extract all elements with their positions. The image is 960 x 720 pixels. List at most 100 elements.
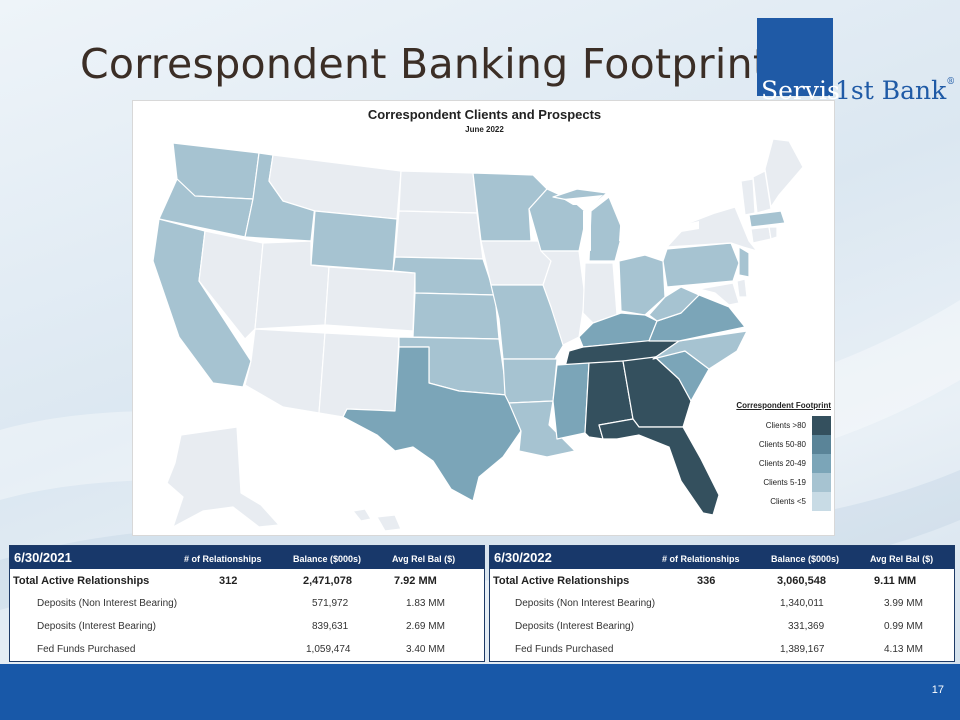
legend-swatch: [812, 435, 831, 454]
footer-bar: 17: [0, 664, 960, 720]
state-md: [698, 282, 740, 306]
legend-swatch: [812, 473, 831, 492]
table-row: Deposits (Non Interest Bearing) 1,340,01…: [490, 592, 954, 615]
row-label: Deposits (Interest Bearing): [37, 621, 156, 632]
legend-item: Clients 50-80: [721, 435, 831, 454]
state-ct: [750, 226, 772, 244]
state-mi: [588, 196, 624, 262]
col-relationships: # of Relationships: [662, 554, 740, 564]
state-ak: [166, 426, 280, 528]
state-ny: [666, 206, 758, 252]
table-header: 6/30/2021 # of Relationships Balance ($0…: [10, 546, 484, 569]
state-az: [244, 328, 326, 414]
state-hi: [352, 508, 402, 532]
state-wv: [648, 286, 700, 322]
row-label: Total Active Relationships: [13, 575, 150, 587]
logo-box: [757, 18, 833, 96]
us-map: [152, 138, 804, 532]
state-ms: [552, 362, 590, 440]
legend-label: Clients 5-19: [763, 478, 806, 487]
legend-swatch: [812, 454, 831, 473]
state-me: [764, 138, 804, 208]
map-panel: Correspondent Clients and Prospects June…: [132, 100, 835, 536]
page-number: 17: [931, 684, 944, 696]
servisfirst-logo: Servis 1st Bank®: [757, 18, 957, 103]
state-nj: [738, 246, 750, 278]
great-lakes: [563, 195, 699, 255]
legend-label: Clients 50-80: [758, 440, 806, 449]
table-row: Deposits (Interest Bearing) 331,369 0.99…: [490, 615, 954, 638]
legend-swatch: [812, 492, 831, 511]
state-vt: [740, 178, 756, 216]
cell-balance: 2,471,078: [303, 575, 352, 587]
state-la: [508, 400, 576, 458]
legend-label: Clients <5: [770, 497, 806, 506]
map-subtitle: June 2022: [465, 125, 504, 134]
state-de: [736, 278, 748, 298]
state-in: [582, 262, 618, 324]
table-2022: 6/30/2022 # of Relationships Balance ($0…: [489, 545, 955, 662]
cell-relationships: 336: [697, 575, 716, 587]
state-pa: [662, 242, 740, 288]
legend-item: Clients >80: [721, 416, 831, 435]
cell-relationships: 312: [219, 575, 238, 587]
table-date: 6/30/2022: [494, 550, 552, 565]
table-row: Deposits (Non Interest Bearing) 571,972 …: [10, 592, 484, 615]
state-ks: [412, 292, 500, 340]
cell-avg: 3.99 MM: [884, 598, 923, 609]
cell-balance: 331,369: [788, 621, 825, 632]
state-ri: [768, 226, 778, 240]
cell-balance: 571,972: [312, 598, 349, 609]
cell-avg: 7.92 MM: [394, 575, 437, 587]
cell-avg: 2.69 MM: [406, 621, 445, 632]
state-nd: [398, 170, 478, 214]
cell-balance: 1,340,011: [780, 598, 824, 609]
table-header: 6/30/2022 # of Relationships Balance ($0…: [490, 546, 954, 569]
map-title: Correspondent Clients and Prospects: [367, 107, 602, 122]
col-avg: Avg Rel Bal ($): [392, 554, 456, 564]
table-row: Total Active Relationships 336 3,060,548…: [490, 569, 954, 592]
cell-balance: 3,060,548: [777, 575, 826, 587]
logo-word-bank: 1st Bank®: [835, 76, 956, 105]
row-label: Fed Funds Purchased: [515, 644, 614, 655]
cell-avg: 4.13 MM: [884, 644, 923, 655]
row-label: Total Active Relationships: [493, 575, 630, 587]
slide-title: Correspondent Banking Footprint: [80, 40, 770, 88]
legend-item: Clients <5: [721, 492, 831, 511]
cell-avg: 9.11 MM: [874, 575, 917, 587]
cell-balance: 1,059,474: [306, 644, 351, 655]
state-ma: [748, 210, 786, 228]
table-row: Deposits (Interest Bearing) 839,631 2.69…: [10, 615, 484, 638]
legend-swatch: [812, 416, 831, 435]
legend-item: Clients 20-49: [721, 454, 831, 473]
table-date: 6/30/2021: [14, 550, 72, 565]
col-balance: Balance ($000s): [293, 554, 362, 564]
legend-label: Clients 20-49: [758, 459, 806, 468]
cell-balance: 839,631: [312, 621, 349, 632]
table-row: Fed Funds Purchased 1,059,474 3.40 MM: [10, 638, 484, 661]
state-sd: [394, 210, 484, 260]
cell-balance: 1,389,167: [780, 644, 825, 655]
legend-item: Clients 5-19: [721, 473, 831, 492]
map-legend: Correspondent Footprint Clients >80 Clie…: [721, 401, 831, 511]
state-fl: [598, 418, 720, 516]
row-label: Deposits (Non Interest Bearing): [515, 598, 656, 609]
state-ar: [502, 358, 558, 404]
cell-avg: 1.83 MM: [406, 598, 445, 609]
col-relationships: # of Relationships: [184, 554, 262, 564]
row-label: Fed Funds Purchased: [37, 644, 136, 655]
state-co: [324, 266, 416, 332]
table-2021: 6/30/2021 # of Relationships Balance ($0…: [9, 545, 485, 662]
state-nm: [318, 332, 400, 418]
state-tx: [342, 346, 522, 502]
table-row: Fed Funds Purchased 1,389,167 4.13 MM: [490, 638, 954, 661]
state-nv: [198, 230, 264, 340]
row-label: Deposits (Non Interest Bearing): [37, 598, 178, 609]
state-wy: [310, 210, 398, 272]
cell-avg: 3.40 MM: [406, 644, 445, 655]
col-avg: Avg Rel Bal ($): [870, 554, 934, 564]
legend-label: Clients >80: [765, 421, 806, 430]
state-il: [540, 250, 586, 346]
table-row: Total Active Relationships 312 2,471,078…: [10, 569, 484, 592]
col-balance: Balance ($000s): [771, 554, 840, 564]
